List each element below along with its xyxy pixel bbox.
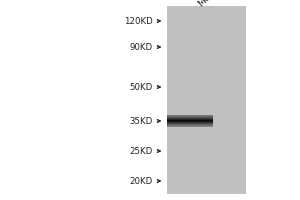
Bar <box>167 117 213 118</box>
Bar <box>167 126 213 127</box>
Text: 90KD: 90KD <box>130 43 153 51</box>
Bar <box>167 122 213 123</box>
Bar <box>167 124 213 125</box>
Text: 50KD: 50KD <box>130 83 153 92</box>
Bar <box>167 116 213 117</box>
Bar <box>167 125 213 126</box>
Bar <box>167 122 213 123</box>
Bar <box>167 118 213 119</box>
Bar <box>167 121 213 122</box>
Bar <box>167 119 213 120</box>
Bar <box>167 123 213 124</box>
Bar <box>167 115 213 116</box>
Bar <box>167 120 213 121</box>
Text: 120KD: 120KD <box>124 17 153 25</box>
Text: 20KD: 20KD <box>130 176 153 186</box>
Bar <box>167 6 246 194</box>
Bar <box>167 117 213 118</box>
Text: MCF-7: MCF-7 <box>196 0 223 8</box>
Text: 35KD: 35KD <box>130 116 153 126</box>
Text: 25KD: 25KD <box>130 146 153 156</box>
Bar <box>167 116 213 117</box>
Bar <box>167 121 213 122</box>
